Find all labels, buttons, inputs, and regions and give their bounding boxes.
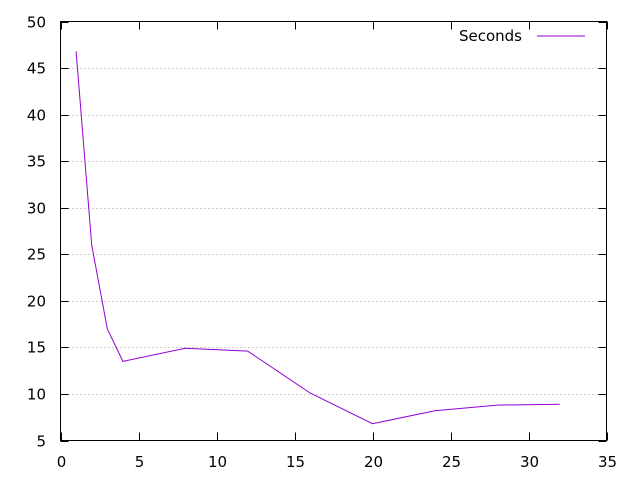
data-point: [107, 328, 108, 329]
data-point: [91, 244, 92, 245]
x-tick-label: 0: [57, 453, 67, 471]
y-tick-label: 30: [27, 200, 46, 218]
data-point: [497, 405, 498, 406]
x-tick-label: 10: [208, 453, 227, 471]
y-tick-label: 5: [36, 433, 46, 451]
legend: Seconds: [459, 27, 585, 45]
data-point: [122, 361, 123, 362]
data-point: [310, 392, 311, 393]
data-point: [247, 351, 248, 352]
x-tick-label: 30: [520, 453, 539, 471]
x-tick-label: 35: [598, 453, 617, 471]
data-point: [434, 410, 435, 411]
grid-lines: [60, 68, 607, 395]
x-tick-label: 25: [442, 453, 461, 471]
data-point: [185, 348, 186, 349]
x-tick-label: 5: [135, 453, 145, 471]
y-tick-label: 35: [27, 153, 46, 171]
data-point: [76, 51, 77, 52]
y-tick-label: 25: [27, 246, 46, 264]
series-group: [75, 51, 560, 425]
data-point: [559, 404, 560, 405]
x-tick-label: 15: [286, 453, 305, 471]
y-tick-label: 40: [27, 107, 46, 125]
series-line-seconds: [75, 51, 560, 425]
x-tick-labels: 0 5 10 15 20 25 30 35: [57, 453, 617, 471]
y-tick-label: 45: [27, 60, 46, 78]
plot-frame: [60, 21, 607, 441]
legend-label-seconds: Seconds: [459, 27, 522, 45]
y-tick-label: 10: [27, 386, 46, 404]
y-tick-labels: 5 10 15 20 25 30 35 40 45 50: [27, 14, 46, 451]
axis-ticks: [60, 21, 608, 442]
data-point: [372, 423, 373, 424]
y-tick-label: 15: [27, 339, 46, 357]
y-tick-label: 50: [27, 14, 46, 32]
y-tick-label: 20: [27, 293, 46, 311]
x-tick-label: 20: [364, 453, 383, 471]
